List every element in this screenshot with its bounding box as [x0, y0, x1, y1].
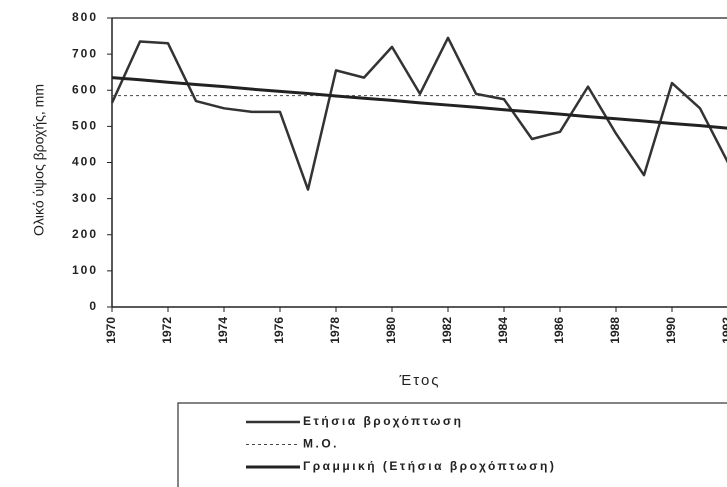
legend-box [177, 402, 727, 487]
legend-label: Γραμμική (Ετήσια βροχόπτωση) [303, 459, 556, 473]
x-tick-label: 1970 [104, 317, 118, 344]
y-tick-label: 300 [72, 191, 98, 205]
series-line [110, 36, 727, 191]
x-tick-label: 1972 [160, 317, 174, 344]
x-tick-label: 1992 [720, 317, 727, 344]
legend-label: Μ.Ο. [303, 437, 339, 451]
y-tick-label: 700 [72, 46, 98, 60]
y-tick-label: 0 [89, 299, 98, 313]
x-tick-label: 1978 [328, 317, 342, 344]
x-tick-label: 1986 [552, 317, 566, 344]
x-tick-label: 1974 [216, 317, 230, 344]
y-tick-label: 400 [72, 155, 98, 169]
x-tick-label: 1982 [440, 317, 454, 344]
x-axis-label: Έτος [398, 372, 440, 389]
y-tick-label: 800 [72, 10, 98, 24]
legend-label: Ετήσια βροχόπτωση [303, 414, 463, 428]
x-tick-label: 1990 [664, 317, 678, 344]
x-tick-label: 1980 [384, 317, 398, 344]
y-tick-label: 600 [72, 82, 98, 96]
x-tick-label: 1984 [496, 317, 510, 344]
x-tick-label: 1988 [608, 317, 622, 344]
y-tick-label: 200 [72, 227, 98, 241]
y-tick-label: 500 [72, 119, 98, 133]
y-axis-label: Ολικό ύψος βροχής, mm [31, 84, 47, 236]
x-tick-label: 1976 [272, 317, 286, 344]
y-tick-label: 100 [72, 263, 98, 277]
series-line [111, 76, 727, 130]
